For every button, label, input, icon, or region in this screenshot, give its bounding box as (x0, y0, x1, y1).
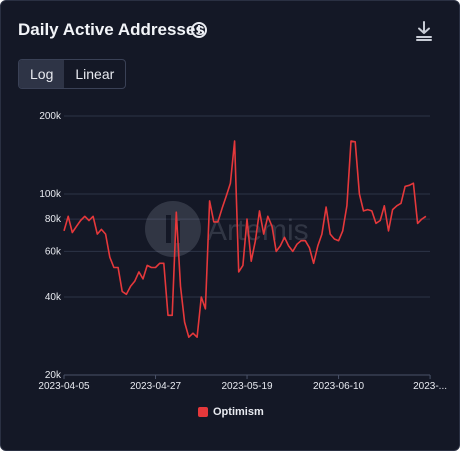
legend-label-optimism: Optimism (213, 406, 264, 418)
x-tick-label: 2023-05-19 (221, 381, 273, 392)
y-tick-label: 100k (39, 189, 62, 200)
y-tick-label: 40k (45, 292, 62, 303)
download-icon[interactable] (414, 20, 434, 42)
x-tick-label: 2023-06-10 (313, 381, 365, 392)
scale-option-log[interactable]: Log (19, 60, 65, 88)
artemis-watermark: Artemis (145, 201, 309, 257)
legend[interactable]: Optimism (198, 406, 264, 418)
chart-title: Daily Active Addresses (18, 20, 205, 39)
artemis-logo-icon (145, 201, 201, 257)
x-tick-label: 2023-04-05 (38, 381, 90, 392)
x-tick-label: 2023-... (413, 381, 447, 392)
y-tick-label: 80k (45, 214, 62, 225)
legend-swatch-optimism (198, 407, 208, 417)
series-line-optimism (63, 140, 427, 339)
scale-toggle: Log Linear (18, 59, 127, 89)
x-tick-label: 2023-04-27 (130, 381, 182, 392)
y-tick-label: 200k (39, 111, 62, 122)
y-tick-label: 20k (45, 370, 62, 381)
info-icon[interactable]: i (191, 22, 207, 38)
artemis-logo-mark (166, 215, 171, 243)
y-tick-label: 60k (45, 246, 62, 257)
scale-option-linear[interactable]: Linear (75, 66, 115, 82)
